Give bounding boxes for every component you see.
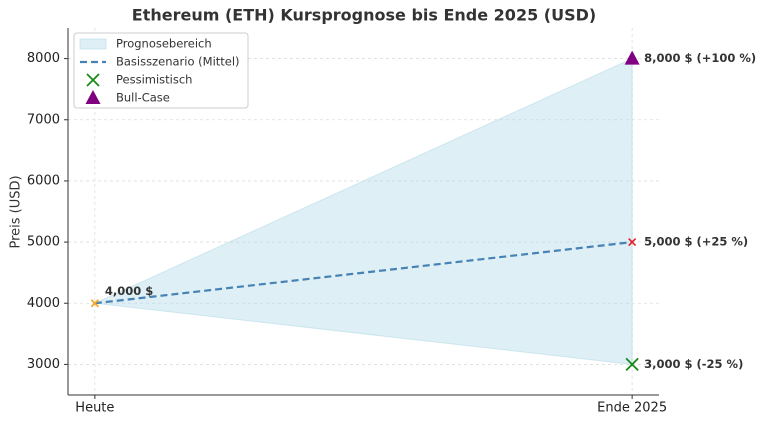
legend-box [73, 32, 249, 109]
base-line [94, 240, 633, 305]
small-x-marker [628, 238, 637, 247]
y-tick-label: 4000 [27, 296, 60, 311]
y-axis-label: Preis (USD) [9, 175, 24, 248]
legend-label: Pessimistisch [116, 73, 192, 87]
y-tick-label: 5000 [27, 235, 60, 250]
data-label: 3,000 $ (-25 %) [644, 357, 743, 371]
triangle-marker [624, 50, 640, 65]
y-tick-label: 3000 [27, 357, 60, 372]
data-label: 8,000 $ (+100 %) [644, 51, 756, 65]
legend-label: Basisszenario (Mittel) [116, 55, 240, 69]
data-label: 4,000 $ [105, 284, 153, 298]
data-label: 5,000 $ (+25 %) [644, 235, 748, 249]
y-tick-label: 6000 [27, 173, 60, 188]
x-tick-label: Ende 2025 [597, 401, 667, 416]
legend-marker [85, 90, 101, 104]
legend-label: Bull-Case [116, 91, 170, 105]
small-x-marker [90, 299, 99, 308]
x-tick-label: Heute [75, 401, 114, 416]
x-marker [625, 357, 639, 372]
y-tick-label: 8000 [27, 51, 60, 66]
chart-title: Ethereum (ETH) Kursprognose bis Ende 202… [132, 6, 596, 25]
y-tick-label: 7000 [27, 112, 60, 127]
legend-label: Prognosebereich [116, 37, 212, 51]
legend-marker [86, 73, 100, 87]
legend-swatch [79, 38, 107, 50]
